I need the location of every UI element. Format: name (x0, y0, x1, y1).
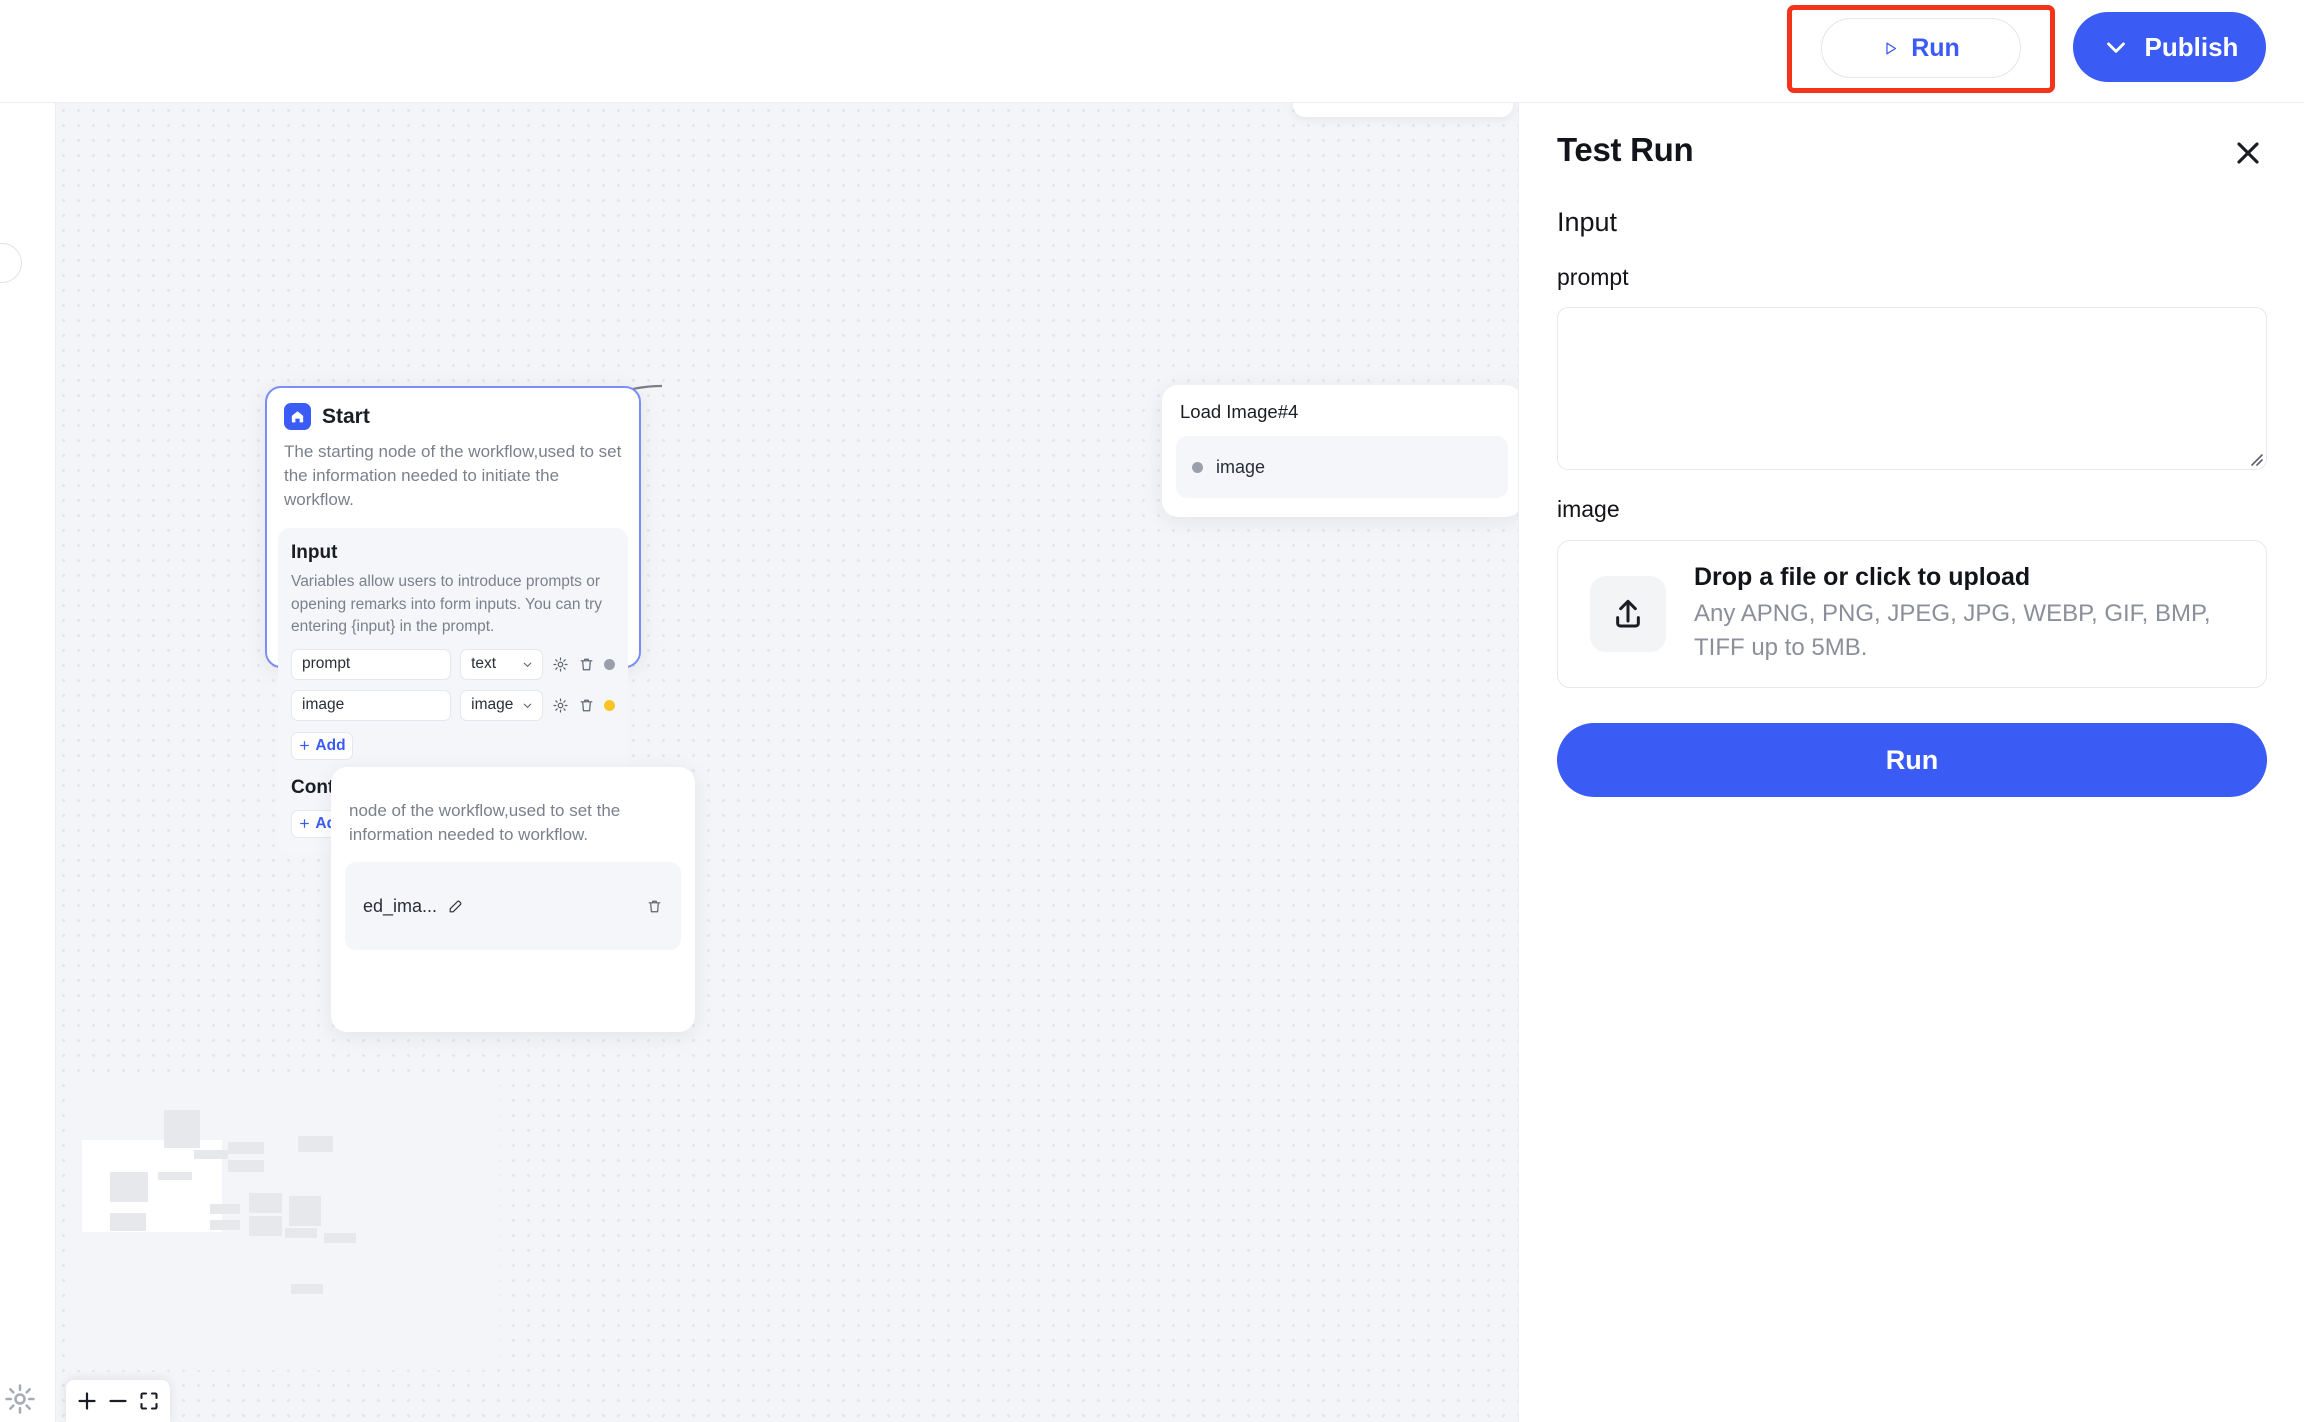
variable-type-value: text (471, 655, 497, 673)
gear-icon[interactable] (552, 656, 569, 673)
close-icon[interactable] (2230, 135, 2266, 171)
dropzone-title: Drop a file or click to upload (1694, 562, 2031, 591)
minimap-node (228, 1160, 264, 1172)
gear-icon[interactable] (552, 697, 569, 714)
minimap-node (249, 1193, 282, 1213)
minimap-node (110, 1172, 148, 1202)
canvas-minimap[interactable] (68, 1080, 499, 1370)
minus-icon[interactable] (106, 1389, 130, 1413)
test-run-panel: Test Run Input prompt image Drop a file … (1518, 103, 2304, 1422)
fit-screen-icon[interactable] (137, 1389, 161, 1413)
minimap-node (158, 1172, 192, 1180)
panel-title: Test Run (1557, 131, 1694, 168)
workflow-canvas[interactable]: Start The starting node of the workflow,… (56, 103, 1518, 1422)
chevron-down-icon (2106, 42, 2125, 53)
pencil-edit-icon[interactable] (447, 898, 464, 915)
variable-row: image image (291, 689, 615, 721)
add-input-label: Add (315, 736, 346, 754)
prompt-field-label: prompt (1557, 264, 1629, 290)
input-heading: Input (1557, 207, 1618, 237)
node-start-secondary[interactable]: node of the workflow,used to set the inf… (331, 767, 695, 1032)
input-section-title: Input (291, 542, 338, 564)
run-button[interactable]: Run (1821, 18, 2021, 78)
minimap-node (194, 1150, 228, 1159)
home-icon (284, 403, 311, 430)
prompt-textarea[interactable] (1557, 307, 2267, 470)
dropzone-subtitle: Any APNG, PNG, JPEG, JPG, WEBP, GIF, BMP… (1694, 599, 2211, 661)
minimap-node (291, 1284, 323, 1294)
input-port-image[interactable] (1192, 461, 1203, 473)
node-start-header: Start (284, 403, 622, 430)
node-start-secondary-field-row: ed_ima... (345, 862, 681, 951)
image-dropzone[interactable]: Drop a file or click to upload Any APNG,… (1557, 540, 2267, 688)
settings-gear-icon[interactable] (2, 1382, 38, 1416)
trash-icon[interactable] (578, 697, 595, 714)
chevron-down-icon (523, 703, 532, 708)
trash-icon[interactable] (578, 656, 595, 673)
node-start-description: The starting node of the workflow,used t… (284, 442, 622, 510)
chevron-down-icon (523, 662, 532, 667)
variable-name-input[interactable]: prompt (291, 648, 452, 680)
collapsed-panel-handle[interactable] (0, 243, 22, 283)
node-load-image-field-label: image (1216, 456, 1266, 477)
minimap-node (285, 1228, 317, 1238)
node-start[interactable]: Start The starting node of the workflow,… (265, 386, 641, 854)
minimap-node (164, 1110, 200, 1148)
plus-icon (300, 819, 310, 829)
minimap-node (228, 1142, 264, 1154)
output-port-image[interactable] (604, 699, 615, 711)
variable-row: prompt text (291, 648, 615, 680)
variable-type-select[interactable]: text (460, 648, 543, 680)
upload-icon (1590, 576, 1666, 652)
publish-button[interactable]: Publish (2073, 12, 2266, 82)
minimap-node (298, 1136, 333, 1152)
trash-icon[interactable] (646, 898, 663, 915)
add-input-variable-button[interactable]: Add (291, 731, 353, 760)
zoom-controls (66, 1380, 170, 1422)
minimap-node (249, 1216, 282, 1236)
node-start-secondary-description: node of the workflow,used to set the inf… (349, 801, 621, 845)
run-button-label: Run (1911, 33, 1960, 62)
input-section-description: Variables allow users to introduce promp… (291, 573, 603, 636)
variable-name-input[interactable]: image (291, 689, 452, 721)
node-start-title: Start (322, 404, 370, 428)
plus-icon (300, 741, 310, 751)
node-load-image[interactable]: Load Image#4 image (1162, 385, 1518, 517)
minimap-node (289, 1196, 321, 1226)
top-header: Run Publish (0, 0, 2304, 103)
test-run-panel-header: Test Run (1557, 131, 2266, 171)
plus-icon[interactable] (75, 1389, 99, 1413)
play-triangle-icon (1886, 42, 1897, 54)
canvas-toolbar[interactable] (1293, 103, 1513, 117)
variable-type-value: image (471, 696, 514, 714)
minimap-node (210, 1220, 240, 1230)
node-load-image-input-row: image (1176, 436, 1508, 498)
minimap-node (110, 1213, 146, 1231)
left-rail (0, 103, 56, 1422)
resize-grip-icon[interactable] (2247, 450, 2263, 466)
publish-button-label: Publish (2144, 31, 2239, 62)
image-field-label: image (1557, 496, 1620, 522)
node-load-image-title: Load Image#4 (1180, 401, 1299, 422)
panel-run-button[interactable]: Run (1557, 723, 2267, 797)
node-start-secondary-field-label: ed_ima... (363, 895, 438, 916)
output-port-prompt[interactable] (604, 658, 615, 670)
minimap-node (210, 1204, 240, 1214)
minimap-node (324, 1233, 356, 1243)
variable-type-select[interactable]: image (460, 689, 543, 721)
